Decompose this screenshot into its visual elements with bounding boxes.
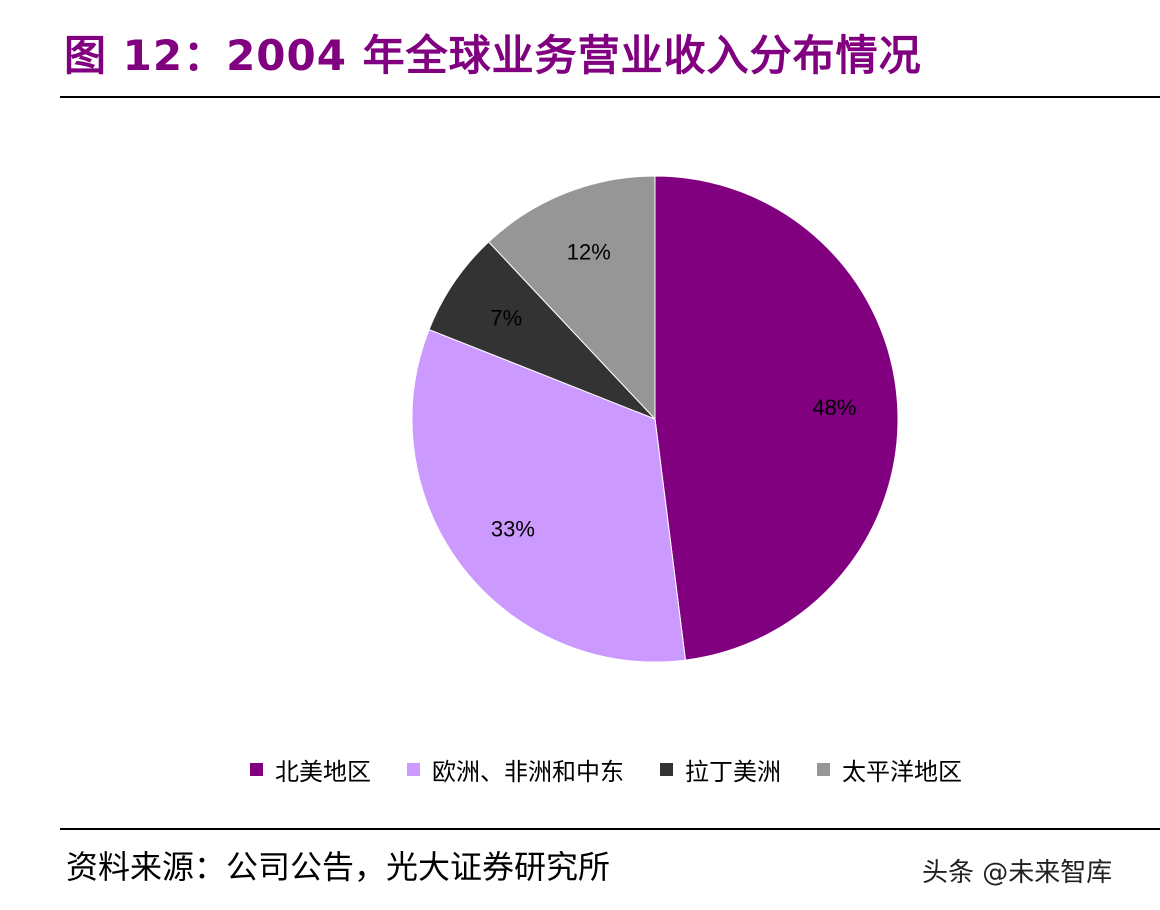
legend-swatch: [660, 763, 673, 776]
legend-label: 欧洲、非洲和中东: [432, 758, 624, 786]
pie-slices: [411, 175, 899, 663]
watermark: 头条 @未来智库: [922, 858, 1113, 888]
pie-slice-label: 48%: [812, 395, 856, 420]
legend-label: 太平洋地区: [842, 758, 962, 786]
pie-slice: [487, 175, 656, 421]
pie-slice-label: 7%: [490, 305, 522, 330]
legend-label: 拉丁美洲: [685, 758, 781, 786]
legend-label: 北美地区: [275, 758, 371, 786]
pie-slice-label: 33%: [491, 517, 535, 542]
legend-item-latin-america: 拉丁美洲: [660, 752, 781, 787]
title-divider: [60, 96, 1160, 98]
legend-item-asia-pacific: 太平洋地区: [817, 752, 962, 787]
pie-slice: [428, 241, 656, 420]
source-divider: [60, 828, 1160, 830]
legend-item-emea: 欧洲、非洲和中东: [407, 752, 624, 787]
legend-swatch: [250, 763, 263, 776]
legend-item-north-america: 北美地区: [250, 752, 371, 787]
pie-slice-label: 12%: [567, 239, 611, 264]
pie-slice: [411, 328, 687, 663]
pie-labels: 48% 33% 7% 12%: [490, 239, 856, 541]
legend-swatch: [817, 763, 830, 776]
chart-legend: 北美地区 欧洲、非洲和中东 拉丁美洲 太平洋地区: [250, 752, 962, 787]
chart-title: 图 12：2004 年全球业务营业收入分布情况: [64, 31, 922, 80]
pie-slice: [654, 175, 899, 661]
legend-swatch: [407, 763, 420, 776]
source-note: 资料来源：公司公告，光大证券研究所: [66, 848, 611, 886]
